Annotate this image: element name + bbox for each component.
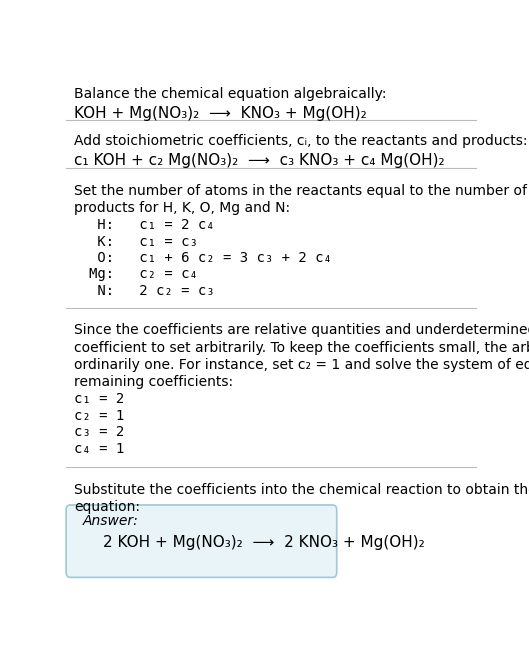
Text: K:   c₁ = c₃: K: c₁ = c₃	[89, 235, 197, 248]
Text: KOH + Mg(NO₃)₂  ⟶  KNO₃ + Mg(OH)₂: KOH + Mg(NO₃)₂ ⟶ KNO₃ + Mg(OH)₂	[74, 105, 367, 120]
FancyBboxPatch shape	[66, 505, 337, 577]
Text: c₄ = 1: c₄ = 1	[74, 442, 124, 455]
Text: products for H, K, O, Mg and N:: products for H, K, O, Mg and N:	[74, 201, 290, 215]
Text: c₁ KOH + c₂ Mg(NO₃)₂  ⟶  c₃ KNO₃ + c₄ Mg(OH)₂: c₁ KOH + c₂ Mg(NO₃)₂ ⟶ c₃ KNO₃ + c₄ Mg(O…	[74, 153, 445, 168]
Text: Substitute the coefficients into the chemical reaction to obtain the balanced: Substitute the coefficients into the che…	[74, 483, 529, 497]
Text: H:   c₁ = 2 c₄: H: c₁ = 2 c₄	[89, 218, 214, 232]
Text: Set the number of atoms in the reactants equal to the number of atoms in the: Set the number of atoms in the reactants…	[74, 184, 529, 197]
Text: remaining coefficients:: remaining coefficients:	[74, 375, 233, 389]
Text: Balance the chemical equation algebraically:: Balance the chemical equation algebraica…	[74, 87, 387, 100]
Text: equation:: equation:	[74, 500, 140, 514]
Text: Add stoichiometric coefficients, cᵢ, to the reactants and products:: Add stoichiometric coefficients, cᵢ, to …	[74, 135, 528, 148]
Text: 2 KOH + Mg(NO₃)₂  ⟶  2 KNO₃ + Mg(OH)₂: 2 KOH + Mg(NO₃)₂ ⟶ 2 KNO₃ + Mg(OH)₂	[103, 534, 425, 549]
Text: O:   c₁ + 6 c₂ = 3 c₃ + 2 c₄: O: c₁ + 6 c₂ = 3 c₃ + 2 c₄	[89, 251, 332, 265]
Text: Since the coefficients are relative quantities and underdetermined, choose a: Since the coefficients are relative quan…	[74, 324, 529, 337]
Text: Answer:: Answer:	[83, 514, 138, 528]
Text: c₃ = 2: c₃ = 2	[74, 425, 124, 439]
Text: coefficient to set arbitrarily. To keep the coefficients small, the arbitrary va: coefficient to set arbitrarily. To keep …	[74, 340, 529, 355]
Text: c₁ = 2: c₁ = 2	[74, 392, 124, 406]
Text: N:   2 c₂ = c₃: N: 2 c₂ = c₃	[89, 284, 214, 298]
Text: c₂ = 1: c₂ = 1	[74, 409, 124, 423]
Text: Mg:   c₂ = c₄: Mg: c₂ = c₄	[89, 267, 197, 281]
Text: ordinarily one. For instance, set c₂ = 1 and solve the system of equations for t: ordinarily one. For instance, set c₂ = 1…	[74, 358, 529, 372]
